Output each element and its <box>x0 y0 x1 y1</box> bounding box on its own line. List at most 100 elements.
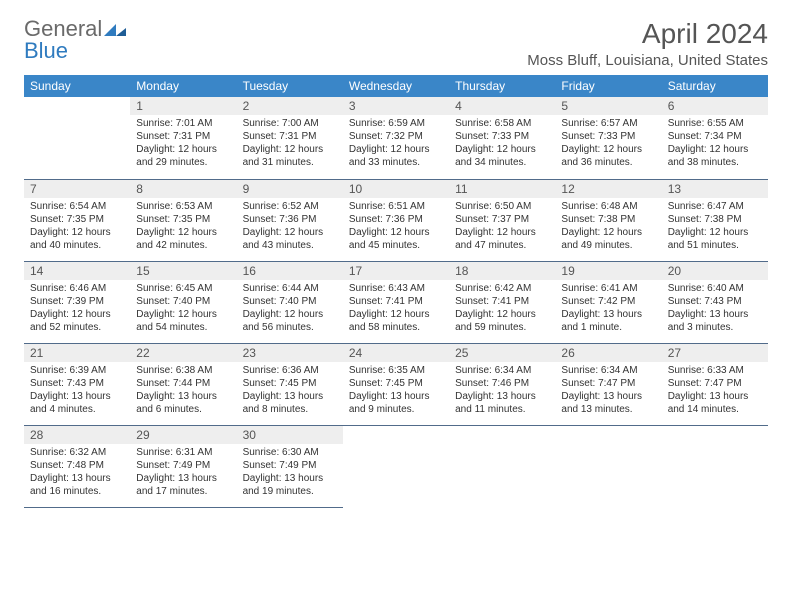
day-number: 3 <box>343 97 449 115</box>
empty-cell <box>555 425 661 507</box>
day-cell: 5Sunrise: 6:57 AMSunset: 7:33 PMDaylight… <box>555 97 661 179</box>
day-number: 5 <box>555 97 661 115</box>
day-cell: 4Sunrise: 6:58 AMSunset: 7:33 PMDaylight… <box>449 97 555 179</box>
day-details: Sunrise: 6:41 AMSunset: 7:42 PMDaylight:… <box>555 280 661 338</box>
day-cell: 9Sunrise: 6:52 AMSunset: 7:36 PMDaylight… <box>237 179 343 261</box>
day-details: Sunrise: 6:33 AMSunset: 7:47 PMDaylight:… <box>662 362 768 420</box>
day-number: 2 <box>237 97 343 115</box>
day-details: Sunrise: 6:59 AMSunset: 7:32 PMDaylight:… <box>343 115 449 173</box>
day-details: Sunrise: 6:48 AMSunset: 7:38 PMDaylight:… <box>555 198 661 256</box>
calendar-row: 21Sunrise: 6:39 AMSunset: 7:43 PMDayligh… <box>24 343 768 425</box>
day-cell: 19Sunrise: 6:41 AMSunset: 7:42 PMDayligh… <box>555 261 661 343</box>
day-number: 26 <box>555 344 661 362</box>
day-number: 24 <box>343 344 449 362</box>
day-details: Sunrise: 6:40 AMSunset: 7:43 PMDaylight:… <box>662 280 768 338</box>
day-cell: 21Sunrise: 6:39 AMSunset: 7:43 PMDayligh… <box>24 343 130 425</box>
logo-word-2: Blue <box>24 40 126 62</box>
day-details: Sunrise: 6:30 AMSunset: 7:49 PMDaylight:… <box>237 444 343 502</box>
day-details: Sunrise: 6:32 AMSunset: 7:48 PMDaylight:… <box>24 444 130 502</box>
day-details: Sunrise: 6:57 AMSunset: 7:33 PMDaylight:… <box>555 115 661 173</box>
month-title: April 2024 <box>527 18 768 50</box>
day-number: 8 <box>130 180 236 198</box>
day-details: Sunrise: 6:44 AMSunset: 7:40 PMDaylight:… <box>237 280 343 338</box>
empty-cell <box>662 425 768 507</box>
day-details: Sunrise: 6:36 AMSunset: 7:45 PMDaylight:… <box>237 362 343 420</box>
page-header: General Blue April 2024 Moss Bluff, Loui… <box>24 18 768 69</box>
day-cell: 29Sunrise: 6:31 AMSunset: 7:49 PMDayligh… <box>130 425 236 507</box>
day-cell: 23Sunrise: 6:36 AMSunset: 7:45 PMDayligh… <box>237 343 343 425</box>
day-number: 23 <box>237 344 343 362</box>
day-number: 20 <box>662 262 768 280</box>
day-cell: 13Sunrise: 6:47 AMSunset: 7:38 PMDayligh… <box>662 179 768 261</box>
day-cell: 22Sunrise: 6:38 AMSunset: 7:44 PMDayligh… <box>130 343 236 425</box>
day-number: 15 <box>130 262 236 280</box>
day-number: 21 <box>24 344 130 362</box>
day-details: Sunrise: 6:34 AMSunset: 7:47 PMDaylight:… <box>555 362 661 420</box>
weekday-header: Saturday <box>662 75 768 97</box>
day-details: Sunrise: 6:42 AMSunset: 7:41 PMDaylight:… <box>449 280 555 338</box>
day-cell: 3Sunrise: 6:59 AMSunset: 7:32 PMDaylight… <box>343 97 449 179</box>
day-details: Sunrise: 6:52 AMSunset: 7:36 PMDaylight:… <box>237 198 343 256</box>
day-cell: 2Sunrise: 7:00 AMSunset: 7:31 PMDaylight… <box>237 97 343 179</box>
day-cell: 26Sunrise: 6:34 AMSunset: 7:47 PMDayligh… <box>555 343 661 425</box>
day-details: Sunrise: 6:54 AMSunset: 7:35 PMDaylight:… <box>24 198 130 256</box>
day-cell: 6Sunrise: 6:55 AMSunset: 7:34 PMDaylight… <box>662 97 768 179</box>
day-number: 27 <box>662 344 768 362</box>
calendar-body: 1Sunrise: 7:01 AMSunset: 7:31 PMDaylight… <box>24 97 768 507</box>
day-cell: 18Sunrise: 6:42 AMSunset: 7:41 PMDayligh… <box>449 261 555 343</box>
day-number: 10 <box>343 180 449 198</box>
day-number: 12 <box>555 180 661 198</box>
day-details: Sunrise: 6:50 AMSunset: 7:37 PMDaylight:… <box>449 198 555 256</box>
location-text: Moss Bluff, Louisiana, United States <box>527 52 768 69</box>
day-details: Sunrise: 7:00 AMSunset: 7:31 PMDaylight:… <box>237 115 343 173</box>
day-details: Sunrise: 6:39 AMSunset: 7:43 PMDaylight:… <box>24 362 130 420</box>
day-cell: 10Sunrise: 6:51 AMSunset: 7:36 PMDayligh… <box>343 179 449 261</box>
weekday-header: Friday <box>555 75 661 97</box>
day-details: Sunrise: 6:46 AMSunset: 7:39 PMDaylight:… <box>24 280 130 338</box>
day-details: Sunrise: 6:51 AMSunset: 7:36 PMDaylight:… <box>343 198 449 256</box>
day-cell: 24Sunrise: 6:35 AMSunset: 7:45 PMDayligh… <box>343 343 449 425</box>
weekday-header-row: Sunday Monday Tuesday Wednesday Thursday… <box>24 75 768 97</box>
day-number: 25 <box>449 344 555 362</box>
day-number: 18 <box>449 262 555 280</box>
day-cell: 30Sunrise: 6:30 AMSunset: 7:49 PMDayligh… <box>237 425 343 507</box>
day-cell: 1Sunrise: 7:01 AMSunset: 7:31 PMDaylight… <box>130 97 236 179</box>
day-cell: 11Sunrise: 6:50 AMSunset: 7:37 PMDayligh… <box>449 179 555 261</box>
day-details: Sunrise: 6:55 AMSunset: 7:34 PMDaylight:… <box>662 115 768 173</box>
calendar-row: 7Sunrise: 6:54 AMSunset: 7:35 PMDaylight… <box>24 179 768 261</box>
weekday-header: Tuesday <box>237 75 343 97</box>
day-number: 7 <box>24 180 130 198</box>
day-details: Sunrise: 6:34 AMSunset: 7:46 PMDaylight:… <box>449 362 555 420</box>
logo-mark-icon <box>104 22 126 36</box>
day-details: Sunrise: 6:43 AMSunset: 7:41 PMDaylight:… <box>343 280 449 338</box>
calendar-table: Sunday Monday Tuesday Wednesday Thursday… <box>24 75 768 508</box>
day-details: Sunrise: 6:38 AMSunset: 7:44 PMDaylight:… <box>130 362 236 420</box>
day-details: Sunrise: 6:53 AMSunset: 7:35 PMDaylight:… <box>130 198 236 256</box>
day-number: 4 <box>449 97 555 115</box>
day-number: 13 <box>662 180 768 198</box>
calendar-row: 14Sunrise: 6:46 AMSunset: 7:39 PMDayligh… <box>24 261 768 343</box>
day-number: 17 <box>343 262 449 280</box>
day-number: 29 <box>130 426 236 444</box>
day-cell: 20Sunrise: 6:40 AMSunset: 7:43 PMDayligh… <box>662 261 768 343</box>
day-details: Sunrise: 6:45 AMSunset: 7:40 PMDaylight:… <box>130 280 236 338</box>
day-details: Sunrise: 6:31 AMSunset: 7:49 PMDaylight:… <box>130 444 236 502</box>
day-number: 28 <box>24 426 130 444</box>
day-cell: 28Sunrise: 6:32 AMSunset: 7:48 PMDayligh… <box>24 425 130 507</box>
day-cell: 12Sunrise: 6:48 AMSunset: 7:38 PMDayligh… <box>555 179 661 261</box>
day-cell: 17Sunrise: 6:43 AMSunset: 7:41 PMDayligh… <box>343 261 449 343</box>
title-block: April 2024 Moss Bluff, Louisiana, United… <box>527 18 768 69</box>
weekday-header: Sunday <box>24 75 130 97</box>
day-number: 9 <box>237 180 343 198</box>
empty-cell <box>343 425 449 507</box>
day-details: Sunrise: 6:35 AMSunset: 7:45 PMDaylight:… <box>343 362 449 420</box>
weekday-header: Monday <box>130 75 236 97</box>
calendar-row: 1Sunrise: 7:01 AMSunset: 7:31 PMDaylight… <box>24 97 768 179</box>
day-details: Sunrise: 6:47 AMSunset: 7:38 PMDaylight:… <box>662 198 768 256</box>
day-cell: 14Sunrise: 6:46 AMSunset: 7:39 PMDayligh… <box>24 261 130 343</box>
weekday-header: Wednesday <box>343 75 449 97</box>
calendar-row: 28Sunrise: 6:32 AMSunset: 7:48 PMDayligh… <box>24 425 768 507</box>
day-details: Sunrise: 6:58 AMSunset: 7:33 PMDaylight:… <box>449 115 555 173</box>
day-cell: 15Sunrise: 6:45 AMSunset: 7:40 PMDayligh… <box>130 261 236 343</box>
day-cell: 25Sunrise: 6:34 AMSunset: 7:46 PMDayligh… <box>449 343 555 425</box>
